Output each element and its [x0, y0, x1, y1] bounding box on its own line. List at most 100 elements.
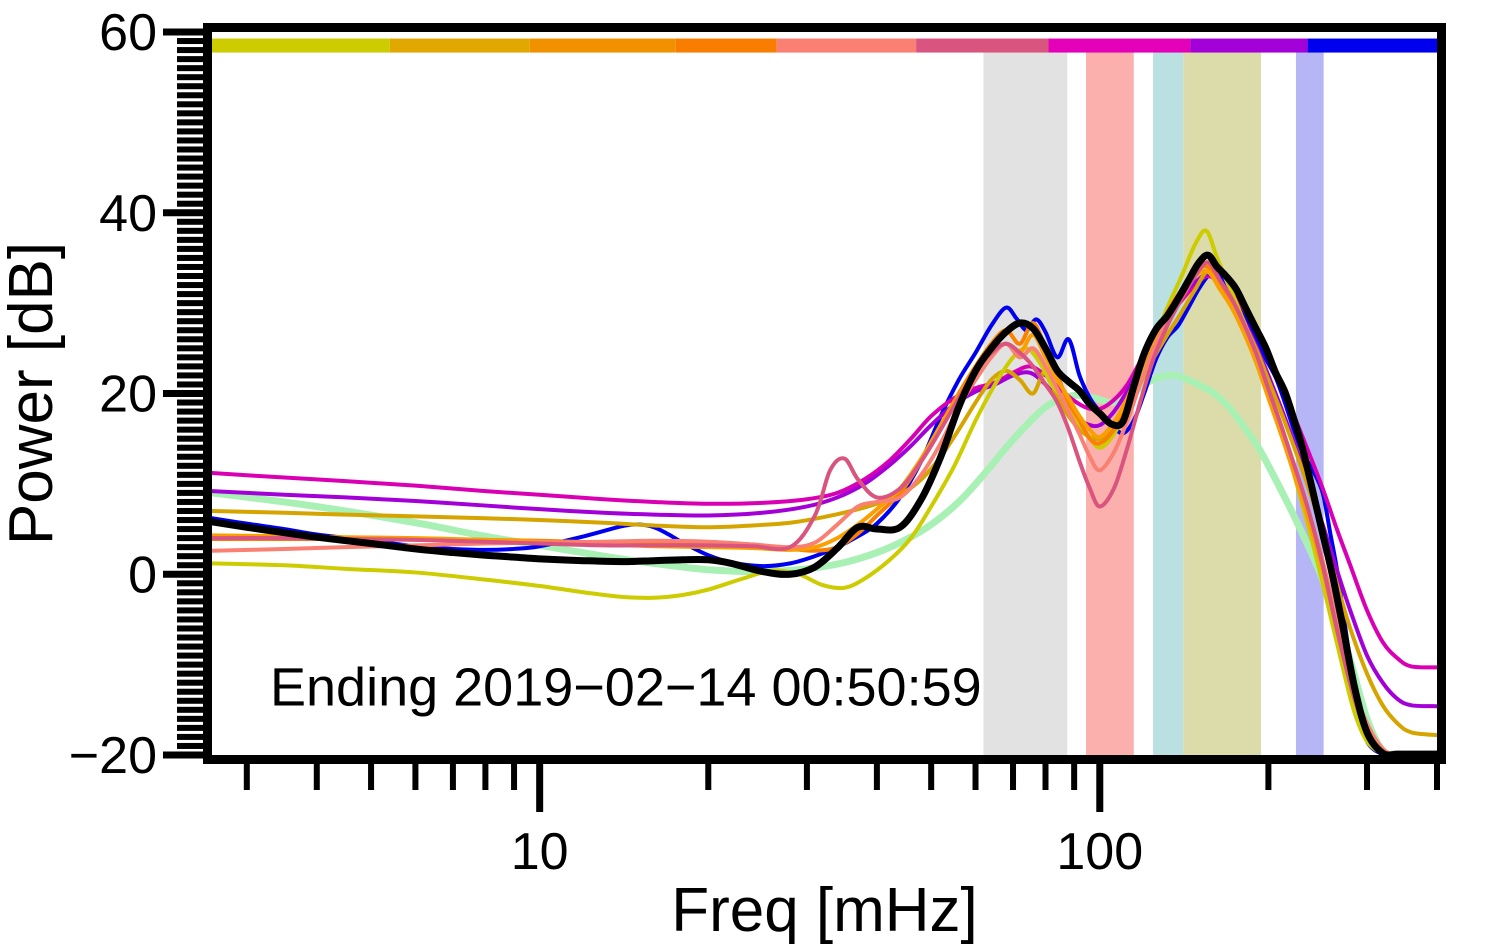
y-minor-tick	[177, 634, 203, 641]
x-axis-label: Freq [mHz]	[671, 876, 978, 945]
x-minor-tick	[482, 764, 489, 790]
y-major-tick	[163, 570, 203, 578]
y-minor-tick	[177, 282, 203, 289]
y-minor-tick	[177, 670, 203, 677]
x-minor-tick	[1364, 764, 1371, 790]
y-minor-tick	[177, 697, 203, 704]
y-minor-tick	[177, 345, 203, 352]
y-minor-tick	[177, 273, 203, 280]
y-minor-tick	[177, 444, 203, 451]
y-minor-tick	[177, 336, 203, 343]
y-minor-tick	[177, 553, 203, 560]
frequency-colorbar	[212, 38, 1437, 53]
y-minor-tick	[177, 643, 203, 650]
spectrum-crimson	[212, 260, 1437, 755]
frame-top	[203, 23, 1446, 32]
y-minor-tick	[177, 408, 203, 415]
y-minor-tick	[177, 715, 203, 722]
y-minor-tick	[177, 191, 203, 198]
y-minor-tick	[177, 535, 203, 542]
y-minor-tick	[177, 155, 203, 162]
y-minor-tick	[177, 56, 203, 63]
x-minor-tick	[1010, 764, 1017, 790]
y-minor-tick	[177, 38, 203, 45]
y-minor-tick	[177, 453, 203, 460]
y-minor-tick	[177, 110, 203, 117]
y-minor-tick	[177, 589, 203, 596]
y-minor-tick	[177, 598, 203, 605]
x-minor-tick	[449, 764, 456, 790]
colorbar-segment-5	[916, 38, 1049, 53]
y-minor-tick	[177, 607, 203, 614]
y-minor-tick	[177, 562, 203, 569]
mean-spectrum	[212, 251, 1437, 755]
y-minor-tick	[177, 679, 203, 686]
y-tick-label: 20	[99, 366, 157, 424]
y-minor-tick	[177, 489, 203, 496]
x-minor-tick	[705, 764, 712, 790]
y-axis-label: Power [dB]	[0, 242, 66, 545]
y-minor-tick	[177, 47, 203, 54]
y-minor-tick	[177, 661, 203, 668]
y-tick-label: 40	[99, 185, 157, 243]
y-minor-tick	[177, 327, 203, 334]
y-minor-tick	[177, 652, 203, 659]
y-minor-tick	[177, 616, 203, 623]
y-minor-tick	[177, 164, 203, 171]
y-minor-tick	[177, 372, 203, 379]
y-minor-tick	[177, 462, 203, 469]
y-minor-tick	[177, 426, 203, 433]
band-teal	[1153, 46, 1184, 755]
colorbar-segment-1	[389, 38, 530, 53]
y-minor-tick	[177, 254, 203, 261]
y-tick-label: 60	[99, 4, 157, 62]
y-minor-tick	[177, 399, 203, 406]
x-tick-label: 10	[511, 823, 569, 881]
frame-right	[1437, 23, 1446, 764]
x-minor-tick	[511, 764, 518, 790]
y-minor-tick	[177, 724, 203, 731]
frame-left	[203, 23, 212, 764]
x-minor-tick	[412, 764, 419, 790]
x-minor-tick	[928, 764, 935, 790]
y-minor-tick	[177, 74, 203, 81]
y-tick-label: −20	[69, 727, 157, 785]
y-major-tick	[163, 390, 203, 397]
y-minor-tick	[177, 742, 203, 749]
y-minor-tick	[177, 544, 203, 551]
y-minor-tick	[177, 507, 203, 514]
y-minor-tick	[177, 236, 203, 243]
colorbar-segment-8	[1307, 38, 1437, 53]
colorbar-segment-0	[212, 38, 390, 53]
x-major-tick	[1096, 764, 1104, 812]
colorbar-segment-4	[776, 38, 917, 53]
frame-bottom	[203, 755, 1446, 764]
x-minor-tick	[1265, 764, 1272, 790]
x-minor-tick	[1042, 764, 1049, 790]
y-minor-tick	[177, 526, 203, 533]
axis-frame	[203, 23, 1446, 764]
y-minor-tick	[177, 363, 203, 370]
y-minor-tick	[177, 200, 203, 207]
x-major-tick	[536, 764, 544, 812]
y-minor-tick	[177, 182, 203, 189]
x-tick-label: 100	[1056, 823, 1143, 881]
y-minor-tick	[177, 471, 203, 478]
y-minor-tick	[177, 291, 203, 298]
colorbar-segment-7	[1190, 38, 1308, 53]
y-minor-tick	[177, 480, 203, 487]
x-axis-ticks: 10 100	[243, 764, 1440, 881]
x-minor-tick	[803, 764, 810, 790]
y-minor-tick	[177, 625, 203, 632]
y-minor-tick	[177, 227, 203, 234]
curves-group	[212, 228, 1437, 755]
y-minor-tick	[177, 218, 203, 225]
y-minor-tick	[177, 318, 203, 325]
y-minor-tick	[177, 128, 203, 135]
y-minor-tick	[177, 146, 203, 153]
y-minor-tick	[177, 354, 203, 361]
x-minor-tick	[313, 764, 320, 790]
x-minor-tick	[243, 764, 250, 790]
